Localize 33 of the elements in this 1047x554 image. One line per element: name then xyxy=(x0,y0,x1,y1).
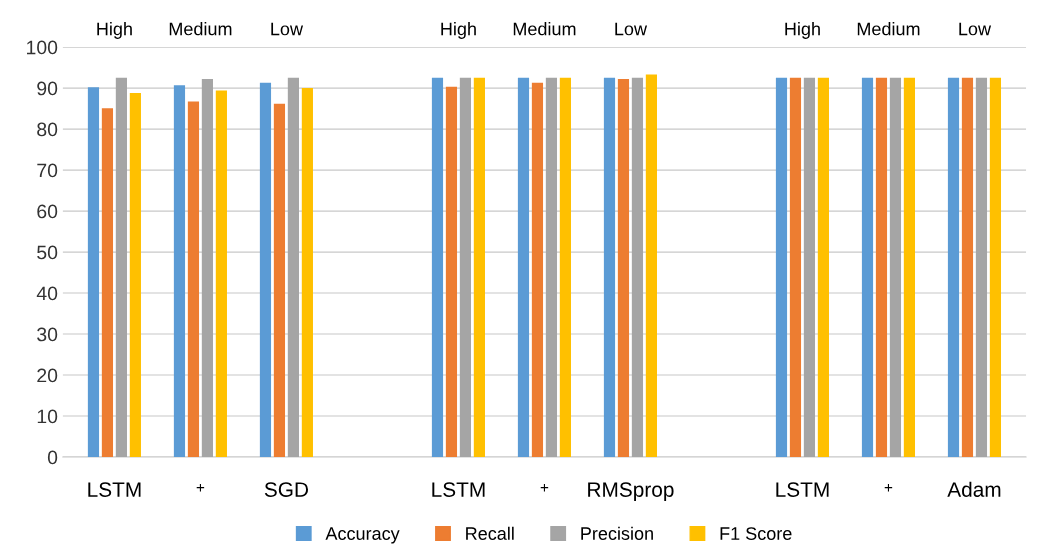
text: LSTM xyxy=(432,482,485,497)
y-tick-label: 20 xyxy=(37,368,58,383)
y-tick-label: 100 xyxy=(27,40,58,55)
text: LSTM xyxy=(88,482,141,497)
x-tick-label: Low xyxy=(271,22,304,36)
x-tick-label: Medium xyxy=(169,22,232,36)
x-tick-label: High xyxy=(785,22,820,39)
y-tick-label: 70 xyxy=(37,163,58,178)
x-tick-label: High xyxy=(441,22,476,39)
legend-label: Precision xyxy=(581,526,653,540)
y-tick-label: 10 xyxy=(37,409,58,424)
text: RMSprop xyxy=(588,482,674,502)
legend-label: Recall xyxy=(466,526,514,540)
y-tick-label: 30 xyxy=(37,327,58,342)
text: Adam xyxy=(947,481,1001,497)
x-tick-label: High xyxy=(97,22,132,39)
text: SGD xyxy=(264,482,309,497)
text: + xyxy=(540,483,549,492)
y-tick-label: 0 xyxy=(47,450,58,465)
text: + xyxy=(196,483,205,492)
y-tick-label: 60 xyxy=(37,204,58,219)
text: + xyxy=(884,483,893,492)
legend-label: F1 Score xyxy=(720,527,792,540)
legend-label: Accuracy xyxy=(325,527,400,544)
y-tick-label: 40 xyxy=(36,286,58,301)
x-tick-label: Low xyxy=(959,22,992,36)
y-tick-label: 50 xyxy=(37,245,58,260)
x-tick-label: Medium xyxy=(513,22,576,36)
x-tick-label: Low xyxy=(615,22,648,36)
y-tick-label: 90 xyxy=(37,81,58,96)
x-tick-label: Medium xyxy=(857,22,920,36)
text: LSTM xyxy=(776,482,829,497)
y-tick-label: 80 xyxy=(37,122,58,137)
